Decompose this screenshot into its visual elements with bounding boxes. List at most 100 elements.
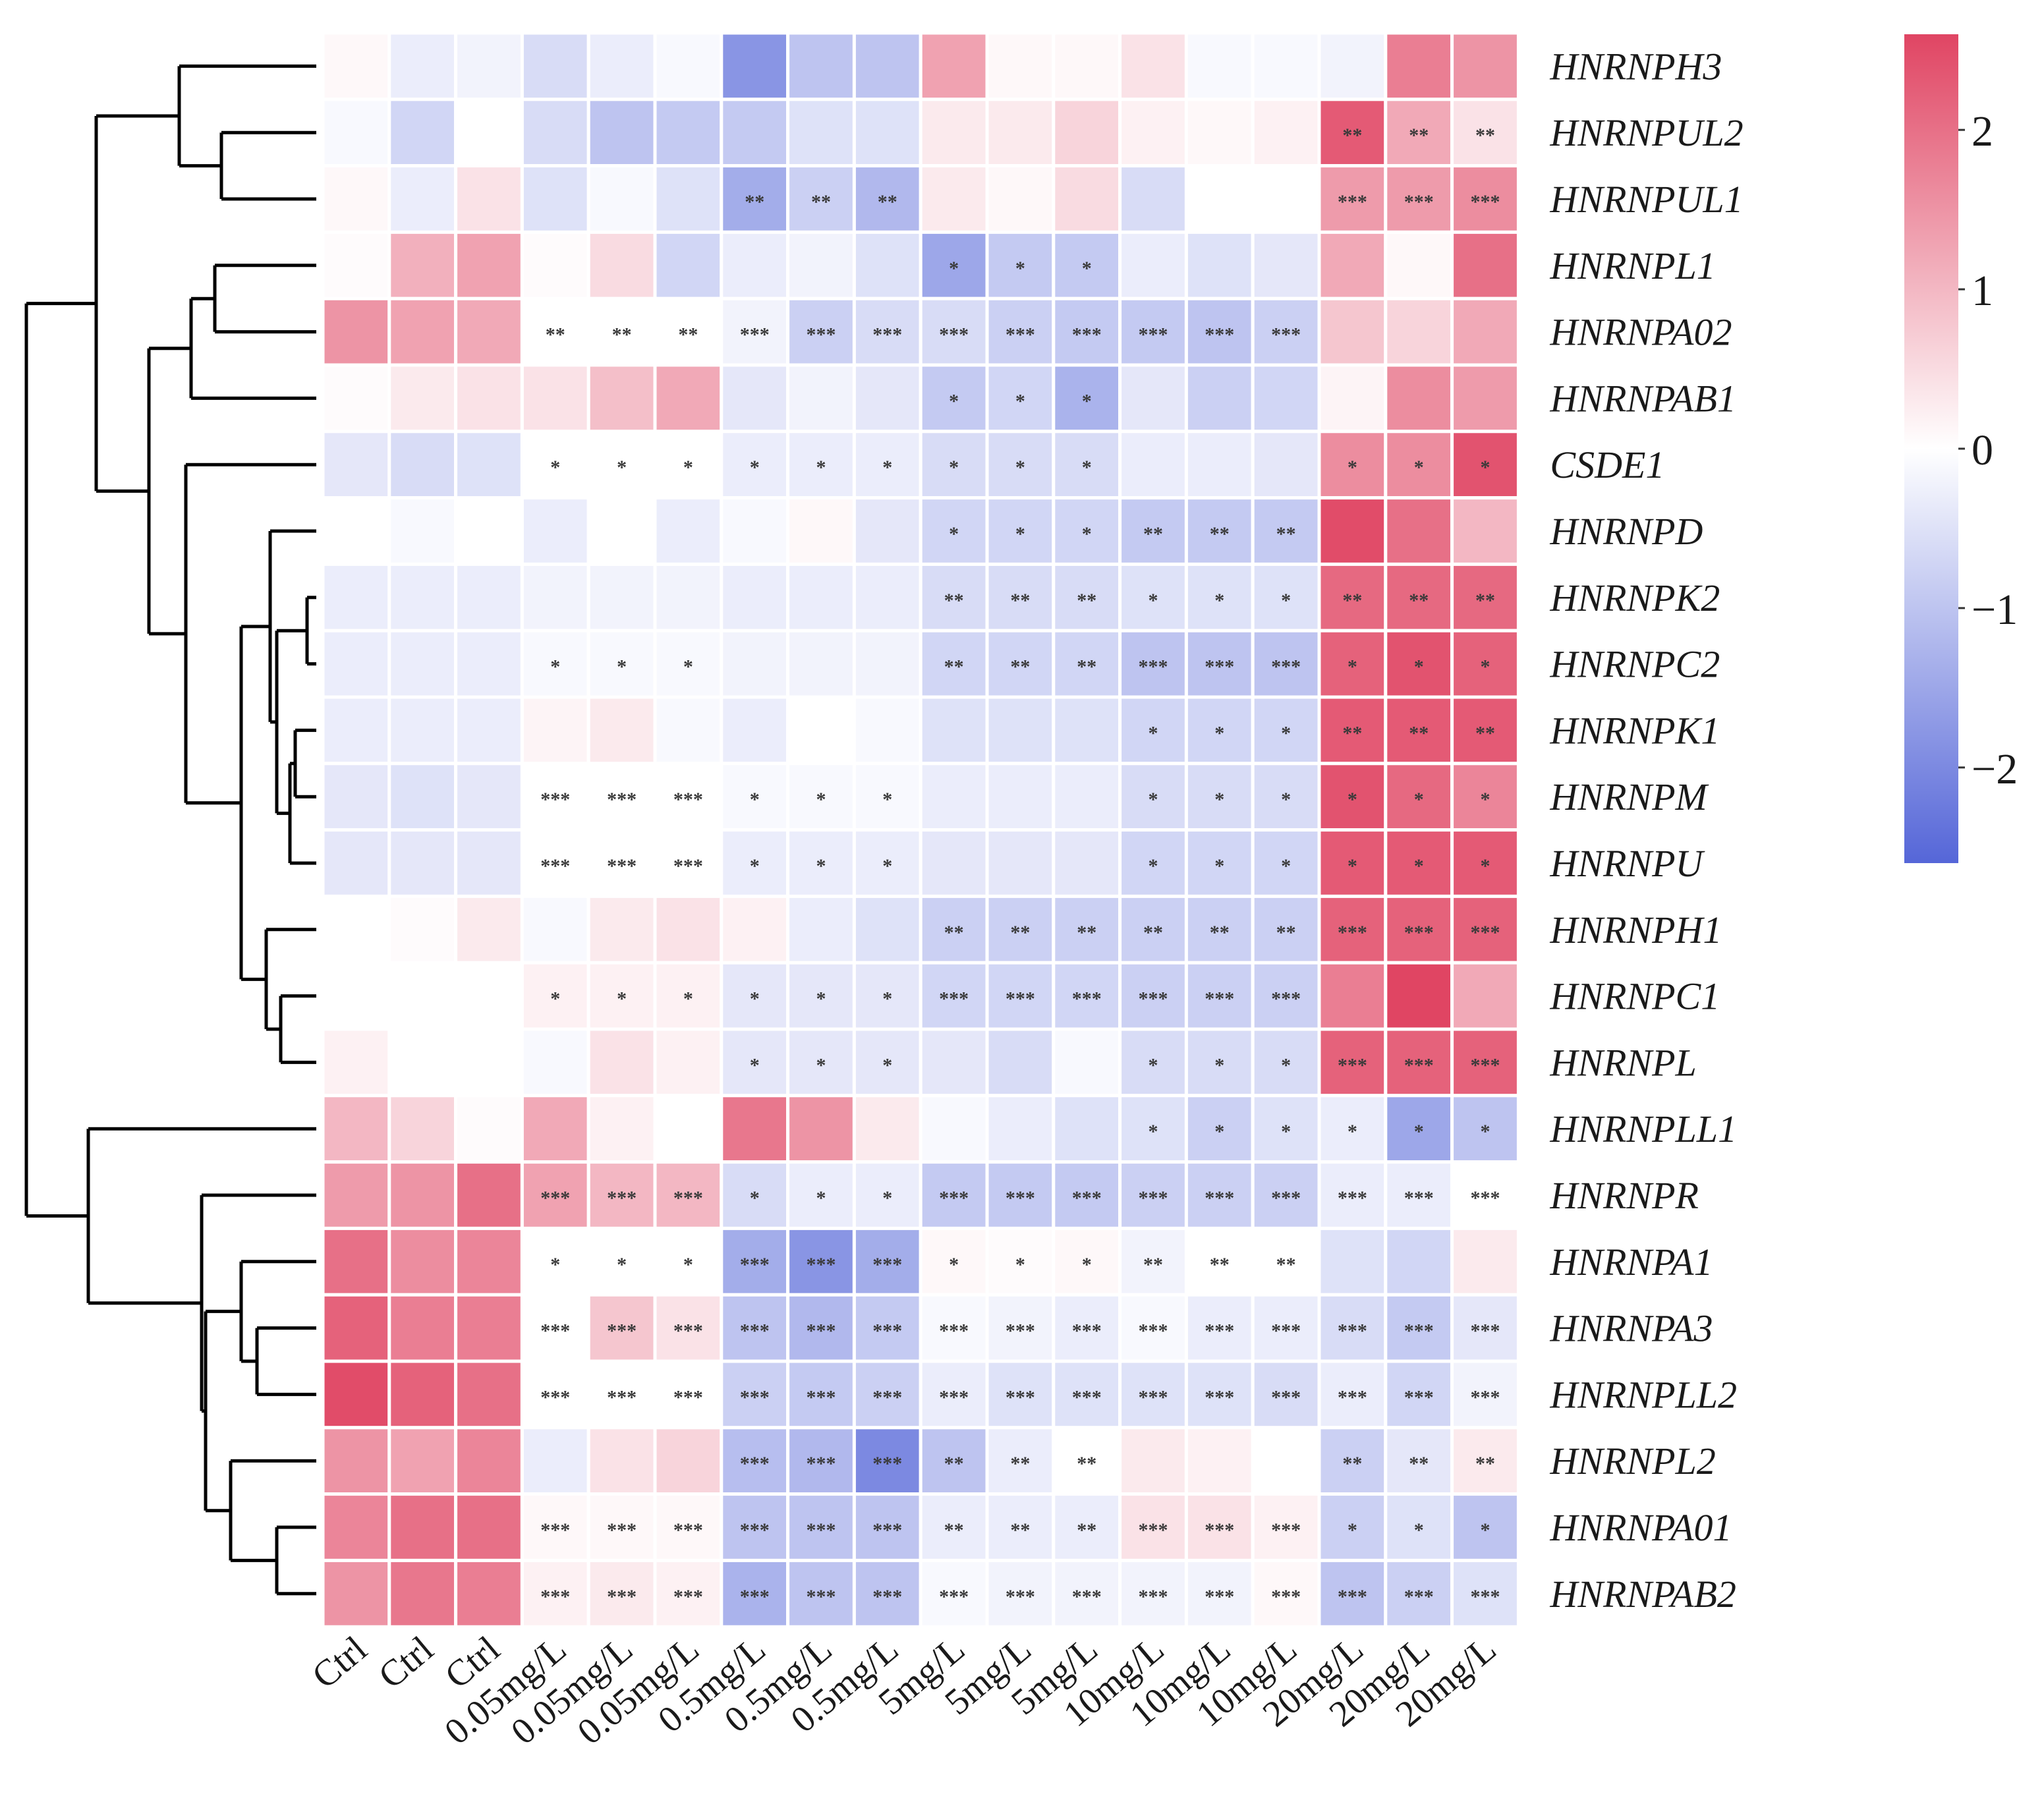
heatmap-cell <box>520 496 590 566</box>
heatmap-cell <box>786 1359 856 1430</box>
heatmap-cell <box>454 1558 524 1629</box>
row-label: HNRNPLL1 <box>1549 1108 1737 1150</box>
significance-mark: *** <box>607 1519 637 1541</box>
significance-mark: * <box>1414 457 1424 478</box>
row-label: HNRNPH1 <box>1549 909 1722 951</box>
heatmap-cell <box>1450 296 1520 367</box>
heatmap-cell <box>520 363 590 434</box>
heatmap-cell <box>1450 1160 1520 1230</box>
heatmap-cell <box>387 1426 458 1496</box>
heatmap-cell <box>653 1426 724 1496</box>
significance-mark: * <box>1082 457 1092 478</box>
heatmap-cell <box>321 230 391 300</box>
significance-mark: ** <box>944 590 964 611</box>
significance-mark: * <box>882 1187 892 1209</box>
significance-mark: ** <box>1276 1254 1296 1276</box>
significance-mark: *** <box>1338 1320 1367 1342</box>
heatmap-cell <box>985 1426 1056 1496</box>
significance-mark: *** <box>1139 988 1168 1010</box>
significance-mark: ** <box>1276 922 1296 943</box>
heatmap-cell <box>1052 1027 1122 1098</box>
heatmap-cell <box>985 164 1056 234</box>
row-label: HNRNPU <box>1549 842 1705 885</box>
significance-mark: ** <box>1010 922 1030 943</box>
heatmap-cell <box>586 1426 657 1496</box>
heatmap-cell <box>321 1492 391 1562</box>
row-label: HNRNPH3 <box>1549 45 1722 88</box>
significance-mark: *** <box>540 1586 570 1608</box>
significance-mark: *** <box>1471 1320 1500 1342</box>
heatmap-cell <box>586 430 657 500</box>
significance-mark: *** <box>673 1320 703 1342</box>
significance-mark: *** <box>540 1519 570 1541</box>
significance-mark: * <box>550 656 560 678</box>
heatmap-cell <box>1317 164 1388 234</box>
heatmap-cell <box>720 1426 790 1496</box>
heatmap-cell <box>919 894 989 965</box>
heatmap-cell <box>586 98 657 168</box>
heatmap-cell <box>1317 296 1388 367</box>
row-label: HNRNPUL2 <box>1549 111 1743 154</box>
heatmap-cell <box>586 1226 657 1297</box>
significance-mark: ** <box>1010 1519 1030 1541</box>
heatmap-cell <box>387 496 458 566</box>
significance-mark: * <box>750 1054 760 1076</box>
significance-mark: * <box>1082 390 1092 412</box>
significance-mark: * <box>1149 722 1158 744</box>
significance-mark: *** <box>1006 1187 1035 1209</box>
heatmap-cell <box>387 828 458 898</box>
heatmap-cell <box>1450 1226 1520 1297</box>
heatmap-cell <box>985 1094 1056 1164</box>
heatmap-cell <box>1118 164 1188 234</box>
heatmap-cell <box>520 1027 590 1098</box>
heatmap-cell <box>1118 230 1188 300</box>
row-label: HNRNPL <box>1549 1041 1696 1084</box>
significance-mark: *** <box>872 1586 902 1608</box>
heatmap-cell <box>720 629 790 699</box>
significance-mark: * <box>882 457 892 478</box>
significance-mark: ** <box>944 1453 964 1475</box>
heatmap-cell <box>852 496 923 566</box>
significance-mark: *** <box>1471 191 1500 213</box>
heatmap-cell <box>653 1027 724 1098</box>
significance-mark: *** <box>807 1320 836 1342</box>
heatmap-cell <box>1450 894 1520 965</box>
row-label: HNRNPC1 <box>1549 975 1720 1018</box>
significance-mark: * <box>1481 855 1490 877</box>
heatmap-cell <box>786 496 856 566</box>
significance-mark: * <box>816 789 826 810</box>
heatmap-cell <box>454 562 524 633</box>
heatmap-cell <box>520 164 590 234</box>
significance-mark: *** <box>540 1320 570 1342</box>
row-label: HNRNPA3 <box>1549 1307 1713 1350</box>
significance-mark: * <box>1149 789 1158 810</box>
heatmap-cell <box>1251 1558 1321 1629</box>
row-label: HNRNPR <box>1549 1174 1699 1217</box>
heatmap-grid: ** ** **** ** ** *** *** **** * *** ** ** *** *** *** *… <box>321 31 1520 1629</box>
significance-mark: *** <box>1072 1386 1102 1408</box>
heatmap-cell <box>1052 164 1122 234</box>
significance-mark: *** <box>872 324 902 346</box>
significance-mark: *** <box>872 1254 902 1276</box>
significance-mark: *** <box>1271 1586 1301 1608</box>
heatmap-cell <box>919 164 989 234</box>
significance-mark: * <box>882 789 892 810</box>
heatmap-cell <box>1052 1492 1122 1562</box>
heatmap-cell <box>720 1558 790 1629</box>
heatmap-cell <box>852 695 923 766</box>
significance-mark: * <box>949 1254 959 1276</box>
significance-mark: *** <box>1271 1386 1301 1408</box>
significance-mark: * <box>1481 1121 1490 1142</box>
heatmap-cell <box>786 363 856 434</box>
heatmap-cell <box>454 1293 524 1363</box>
heatmap-cell <box>1052 695 1122 766</box>
heatmap-cell <box>1317 1226 1388 1297</box>
significance-mark: * <box>1082 258 1092 279</box>
significance-mark: * <box>1214 590 1224 611</box>
heatmap-cell <box>454 1359 524 1430</box>
significance-mark: *** <box>1271 1187 1301 1209</box>
heatmap-cell <box>454 230 524 300</box>
heatmap-cell <box>720 894 790 965</box>
heatmap-cell <box>321 1359 391 1430</box>
heatmap-cell <box>985 1226 1056 1297</box>
